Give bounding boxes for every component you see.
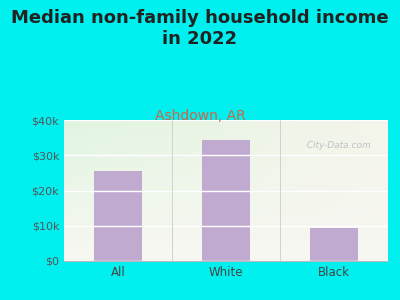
Bar (202, 140, 250, 261)
Text: City-Data.com: City-Data.com (300, 141, 370, 150)
Text: Ashdown, AR: Ashdown, AR (155, 110, 245, 124)
Bar (310, 227, 358, 261)
Bar (94, 171, 142, 261)
Text: Median non-family household income
in 2022: Median non-family household income in 20… (11, 9, 389, 48)
